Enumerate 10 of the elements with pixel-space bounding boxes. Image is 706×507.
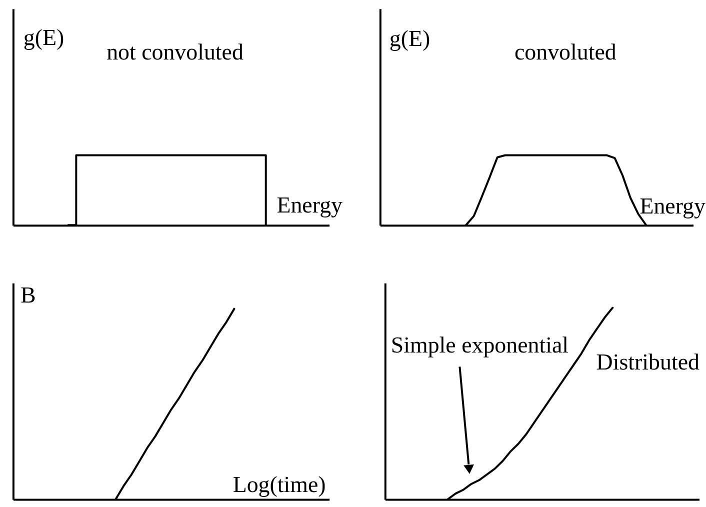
x-axis-title: Energy xyxy=(640,194,706,219)
chart-title: convoluted xyxy=(514,40,617,65)
y-axis-title: g(E) xyxy=(23,25,64,50)
y-axis-title: g(E) xyxy=(389,26,430,52)
annotation: Simple exponential xyxy=(390,332,569,358)
x-axis-title: Log(time) xyxy=(232,472,326,497)
chart-title: not convoluted xyxy=(106,40,244,65)
y-axis-title: B xyxy=(20,282,36,308)
annotation: Distributed xyxy=(596,350,700,375)
x-axis-title: Energy xyxy=(276,192,344,218)
